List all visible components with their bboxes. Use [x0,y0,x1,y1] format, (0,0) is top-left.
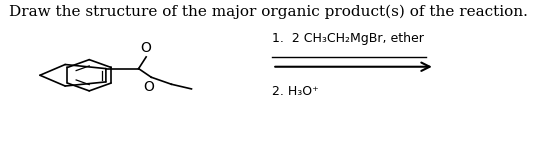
Text: Draw the structure of the major organic product(s) of the reaction.: Draw the structure of the major organic … [9,4,528,19]
Text: 1.  2 CH₃CH₂MgBr, ether: 1. 2 CH₃CH₂MgBr, ether [273,32,424,45]
Text: O: O [143,80,154,94]
Text: O: O [141,41,152,55]
Text: 2. H₃O⁺: 2. H₃O⁺ [273,85,319,98]
